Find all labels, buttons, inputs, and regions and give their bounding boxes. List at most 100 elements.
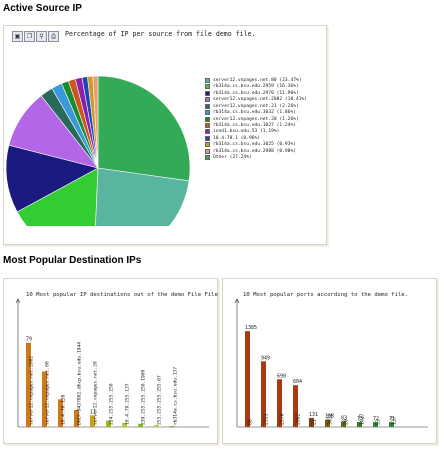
legend-label: rb314a.cs.bsu.edu.2988 (0.90%) [213, 148, 296, 154]
legend-item: rb314a.cs.bsu.edu.2988 (0.90%) [205, 148, 307, 154]
bar-value-label: 131 [309, 412, 318, 418]
bar [74, 409, 79, 427]
section-title-active-source: Active Source IP [3, 3, 82, 14]
y-axis-arrow [234, 298, 240, 304]
legend-item: server12.vnpages.net.20 (1.26%) [205, 116, 307, 122]
bar [106, 420, 111, 427]
pie-slice [5, 144, 99, 213]
legend-label: server12.vnpages.net.80 (23.47%) [213, 77, 302, 83]
legend-swatch [205, 155, 210, 161]
bar [261, 361, 266, 427]
copy-icon[interactable]: ❐ [24, 31, 35, 42]
bar [389, 422, 394, 427]
bar-category-label: DHCP-9437802.dhcp.bsu.edu.1944 [77, 342, 83, 425]
bar-value-label: 79 [26, 337, 32, 343]
bar [277, 379, 282, 427]
bar-value-label: 604 [293, 379, 302, 385]
bar-value-label: 83 [341, 415, 347, 421]
legend-swatch [205, 103, 210, 109]
bar-value-label: 72 [373, 416, 379, 422]
chart-toolbar: ▣ ❐ ⚲ ⎙ [12, 31, 59, 42]
bar-category-label: 1027 [360, 413, 366, 425]
bar-category-label: 239.255.255.250.1900 [141, 369, 147, 425]
section-title-popular-dest: Most Popular Destination IPs [3, 255, 142, 266]
bar [154, 424, 159, 427]
bar [90, 415, 95, 427]
legend-label: rb314a.cs.bsu.edu.3025 (0.93%) [213, 142, 296, 148]
bar [341, 421, 346, 427]
bar-value-label: 71 [389, 416, 395, 422]
legend-swatch [205, 110, 210, 116]
bar [373, 422, 378, 427]
bar-category-label: 80 [248, 419, 254, 425]
legend-label: rb314a.cs.bsu.edu.3032 (1.86%) [213, 110, 296, 116]
bar-category-label: 21 [312, 419, 318, 425]
legend-label: innd1.bsu.edu.53 (1.19%) [213, 129, 280, 135]
bar-value-label: 690 [277, 373, 286, 379]
pie-slice [95, 167, 190, 226]
bar-category-label: 224.255.255.250 [109, 383, 115, 425]
port-bar-chart-title: 10 Most popular ports according to the d… [243, 292, 409, 298]
bar-category-label: 53 [376, 419, 382, 425]
bar [26, 342, 31, 427]
bar-category-label: 20 [344, 419, 350, 425]
port-bar-chart-panel: 10 Most popular ports according to the d… [222, 278, 437, 444]
legend-swatch [205, 116, 210, 122]
legend-item: server12.vnpages.net.80 (23.47%) [205, 77, 307, 83]
bar-category-label: 137 [392, 416, 398, 425]
bar-category-label: 10.4.70.138 [61, 394, 67, 425]
bar-category-label: 2959 [264, 413, 270, 425]
save-icon[interactable]: ▣ [12, 31, 23, 42]
legend-label: rb314a.cs.bsu.edu.2959 (16.36%) [213, 84, 299, 90]
legend-item: rb314a.cs.bsu.edu.3025 (0.93%) [205, 142, 307, 148]
bar [122, 422, 127, 427]
legend-swatch [205, 135, 210, 141]
bar-value-label: 949 [261, 355, 270, 361]
bar-value-label: 1385 [245, 325, 257, 331]
zoom-icon[interactable]: ⚲ [36, 31, 47, 42]
pie-slice [92, 75, 99, 169]
legend-item: server12.vnpages.net.2082 (10.41%) [205, 96, 307, 103]
legend-swatch [205, 142, 210, 148]
legend-item: 10.4.70.1 (0.96%) [205, 135, 307, 141]
legend-label: 10.4.70.1 (0.96%) [213, 135, 261, 141]
legend-item: rb314a.cs.bsu.edu.1027 (1.24%) [205, 122, 307, 128]
ip-bar-chart-panel: 10 Most popular IP destinations out of t… [3, 278, 218, 444]
legend-label: Other (27.24%) [213, 155, 252, 161]
legend-item: rb314a.cs.bsu.edu.2970 (11.90%) [205, 90, 307, 96]
bar-category-label: rb314a.cs.bsu.edu.137 [173, 367, 179, 425]
legend-item: innd1.bsu.edu.53 (1.19%) [205, 129, 307, 135]
legend-label: rb314a.cs.bsu.edu.1027 (1.24%) [213, 122, 296, 128]
legend-swatch [205, 148, 210, 154]
pie-chart-title: Percentage of IP per source from file de… [65, 30, 256, 38]
pie-slice [16, 167, 99, 226]
legend-item: server12.vnpages.net.21 (2.26%) [205, 103, 307, 109]
legend-swatch [205, 129, 210, 135]
legend-item: rb314a.cs.bsu.edu.3032 (1.86%) [205, 109, 307, 116]
bar-category-label: server12.vnpages.net.2082 [29, 356, 35, 425]
print-icon[interactable]: ⎙ [48, 31, 59, 42]
legend-label: server12.vnpages.net.20 (1.26%) [213, 116, 299, 122]
y-axis-arrow [15, 298, 21, 304]
pie-chart [5, 75, 191, 226]
bar [293, 385, 298, 427]
ip-bar-chart-title: 10 Most popular IP destinations out of t… [26, 292, 218, 298]
bar-category-label: server12.vnpages.net.20 [93, 361, 99, 425]
bar [245, 331, 250, 427]
bar-category-label: 10.4.70.255.137 [125, 383, 131, 425]
legend-label: server12.vnpages.net.21 (2.26%) [213, 103, 299, 109]
bar-category-label: server12.vnpages.net.80 [45, 361, 51, 425]
bar [138, 423, 143, 427]
legend-item: Other (27.24%) [205, 155, 307, 161]
bar [357, 421, 362, 427]
bar [325, 419, 330, 427]
legend-label: rb314a.cs.bsu.edu.2970 (11.90%) [213, 90, 299, 96]
legend-swatch [205, 90, 210, 96]
bar [170, 425, 175, 427]
pie-slice [97, 75, 191, 182]
bar [42, 371, 47, 427]
bar-value-label: 73 [357, 416, 363, 422]
bar-value-label: 108 [325, 414, 334, 420]
bar-category-label: 2082 [296, 413, 302, 425]
bar-category-label: 2970 [280, 413, 286, 425]
